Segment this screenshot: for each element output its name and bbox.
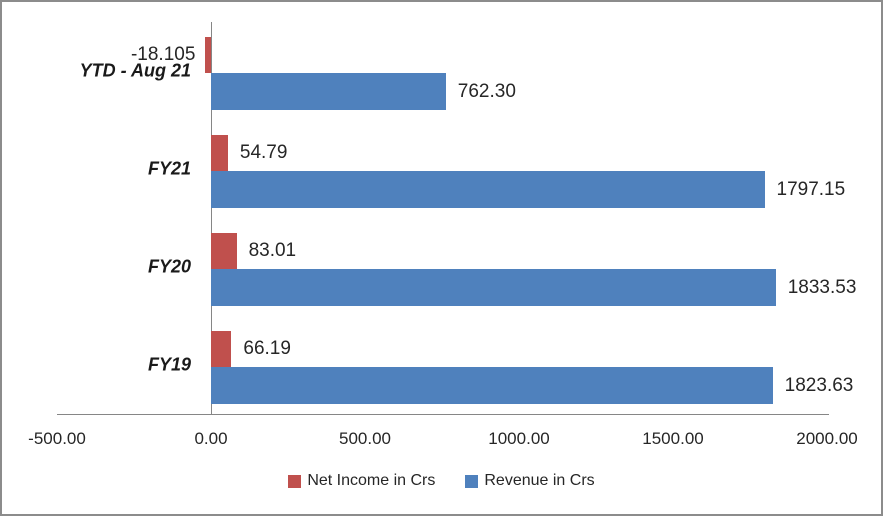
revenue-bar <box>211 171 765 208</box>
data-label-net-income: 54.79 <box>239 142 288 163</box>
x-tick-label: 500.00 <box>339 429 391 448</box>
category-label: YTD - Aug 21 <box>79 60 191 81</box>
data-label-revenue: 1797.15 <box>776 178 846 200</box>
x-tick-label: -500.00 <box>28 429 86 448</box>
x-tick-label: 1500.00 <box>642 429 704 448</box>
legend-item-net-income: Net Income in Crs <box>288 472 435 490</box>
data-label-net-income: 66.19 <box>243 338 291 359</box>
revenue-swatch-icon <box>465 474 479 488</box>
net-income-bar <box>211 233 237 269</box>
category-label: FY19 <box>147 354 191 375</box>
data-label-revenue: 1833.53 <box>787 276 857 298</box>
category-label: FY20 <box>147 256 191 277</box>
legend: Net Income in Crs Revenue in Crs <box>2 472 881 490</box>
net-income-bar <box>211 135 228 171</box>
data-label-revenue: 1823.63 <box>784 374 854 396</box>
value-axis-line <box>57 414 829 415</box>
category-label: FY21 <box>147 158 191 179</box>
revenue-bar <box>211 269 776 306</box>
legend-label-net-income: Net Income in Crs <box>307 472 436 489</box>
data-label-net-income: -18.105 <box>130 44 196 65</box>
category-axis-line <box>211 22 212 414</box>
revenue-bar <box>211 367 773 404</box>
revenue-bar <box>211 73 446 110</box>
net-income-bar <box>205 37 211 73</box>
data-label-revenue: 762.30 <box>457 80 516 102</box>
data-label-net-income: 83.01 <box>248 240 297 261</box>
legend-item-revenue: Revenue in Crs <box>465 472 595 490</box>
x-tick-label: 2000.00 <box>796 429 858 448</box>
x-tick-label: 1000.00 <box>488 429 550 448</box>
net-income-swatch-icon <box>288 474 302 488</box>
x-tick-label: 0.00 <box>194 429 228 448</box>
legend-label-revenue: Revenue in Crs <box>484 472 595 489</box>
net-income-bar <box>211 331 232 367</box>
